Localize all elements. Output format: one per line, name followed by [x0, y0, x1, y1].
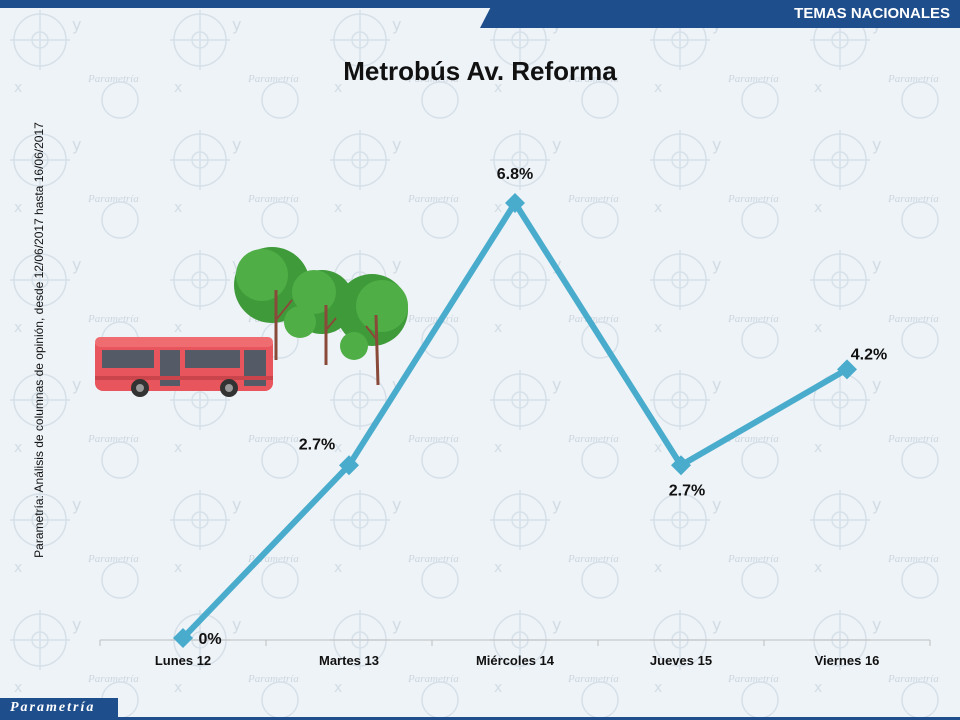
x-tick-label: Miércoles 14: [476, 653, 555, 668]
data-point-marker: [173, 628, 193, 648]
top-banner-bar: [0, 0, 960, 8]
bus-illustration: [95, 337, 273, 397]
data-point-marker: [505, 193, 525, 213]
x-tick-label: Lunes 12: [155, 653, 211, 668]
data-label: 4.2%: [851, 346, 887, 363]
chart-title: Metrobús Av. Reforma: [343, 56, 617, 86]
data-point-marker: [671, 455, 691, 476]
data-point-marker: [339, 455, 359, 476]
data-point-marker: [837, 359, 857, 380]
x-tick-label: Jueves 15: [650, 653, 712, 668]
logo-text: Parametría: [10, 700, 96, 715]
trees-illustration: [234, 247, 408, 386]
x-tick-label: Martes 13: [319, 653, 379, 668]
data-label: 6.8%: [497, 166, 533, 183]
x-tick-label: Viernes 16: [815, 653, 880, 668]
section-tab: [480, 0, 960, 28]
section-label: TEMAS NACIONALES: [794, 5, 950, 22]
bottom-banner-bar: [118, 717, 960, 720]
parametria-logo: Parametría: [0, 698, 118, 720]
data-label: 0%: [198, 631, 221, 648]
data-label: 2.7%: [299, 436, 335, 453]
data-label: 2.7%: [669, 482, 705, 499]
